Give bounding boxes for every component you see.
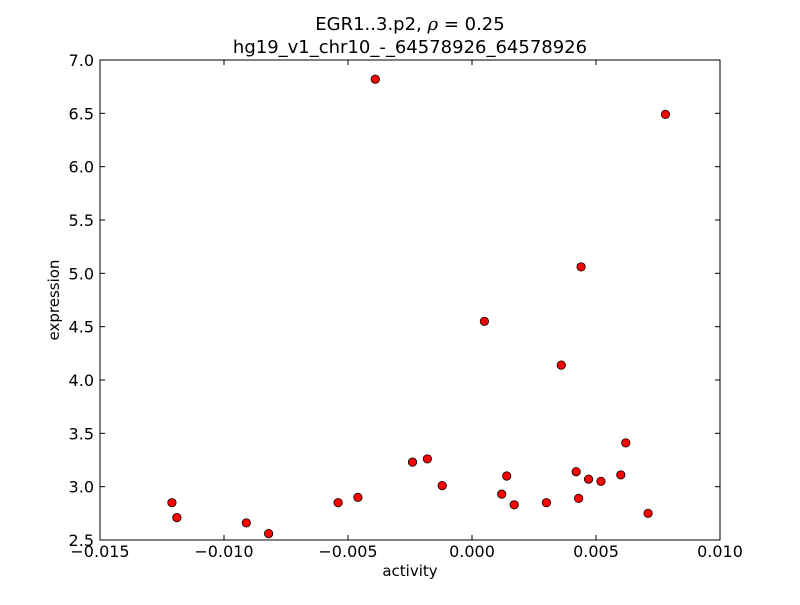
data-point bbox=[167, 498, 177, 508]
data-point bbox=[643, 508, 653, 518]
chart-title-rho-value: 0.25 bbox=[465, 14, 505, 35]
data-point bbox=[576, 262, 586, 272]
data-point bbox=[172, 512, 182, 523]
data-point bbox=[596, 476, 606, 486]
x-tick-label: 0.005 bbox=[573, 542, 619, 561]
x-axis-label: activity bbox=[382, 562, 437, 580]
data-point bbox=[502, 471, 512, 481]
data-point bbox=[241, 518, 251, 528]
x-tick-label: −0.005 bbox=[318, 542, 377, 561]
y-tick-label: 3.5 bbox=[69, 424, 94, 443]
plot-frame bbox=[99, 59, 721, 541]
x-tick-label: −0.015 bbox=[70, 542, 129, 561]
data-point bbox=[574, 493, 584, 503]
data-point bbox=[616, 470, 626, 480]
y-tick-label: 2.5 bbox=[69, 531, 94, 550]
data-point bbox=[660, 109, 671, 120]
points-layer bbox=[167, 74, 671, 539]
x-tick-label: −0.010 bbox=[194, 542, 253, 561]
data-point bbox=[407, 457, 418, 467]
y-tick-label: 4.0 bbox=[69, 371, 94, 390]
chart-title-prefix: EGR1..3.p2, bbox=[315, 14, 427, 35]
data-point bbox=[571, 467, 581, 477]
data-point bbox=[479, 316, 489, 326]
data-point bbox=[333, 498, 343, 508]
y-tick-label: 6.0 bbox=[69, 158, 94, 177]
data-point bbox=[583, 474, 594, 484]
data-point bbox=[422, 454, 432, 464]
data-point bbox=[497, 489, 507, 499]
data-point bbox=[437, 480, 447, 491]
data-point bbox=[556, 360, 566, 370]
y-axis-label: expression bbox=[45, 260, 63, 341]
data-point bbox=[264, 528, 274, 539]
data-point bbox=[353, 492, 363, 502]
chart-title-line1: EGR1..3.p2, ρ = 0.25 bbox=[315, 14, 504, 35]
x-tick-label: 0.010 bbox=[697, 542, 743, 561]
y-tick-label: 6.5 bbox=[69, 104, 94, 123]
chart-title-rho-eq: = bbox=[438, 14, 465, 35]
y-tick-label: 3.0 bbox=[69, 478, 94, 497]
y-tick-label: 5.5 bbox=[69, 211, 94, 230]
data-point bbox=[541, 498, 552, 508]
data-point bbox=[509, 500, 519, 510]
y-tick-label: 4.5 bbox=[69, 318, 94, 337]
data-point bbox=[621, 438, 631, 448]
y-tick-label: 7.0 bbox=[69, 51, 94, 70]
data-point bbox=[370, 74, 380, 84]
chart-title-line2: hg19_v1_chr10_-_64578926_64578926 bbox=[233, 37, 587, 58]
ticks-layer: −0.015 −0.010 −0.005 0.000 0.005 0.010 2.5 3.0 3… bbox=[69, 51, 743, 561]
chart-title-rho-symbol: ρ bbox=[427, 14, 439, 35]
x-tick-label: 0.000 bbox=[449, 542, 495, 561]
y-tick-label: 5.0 bbox=[69, 264, 94, 283]
